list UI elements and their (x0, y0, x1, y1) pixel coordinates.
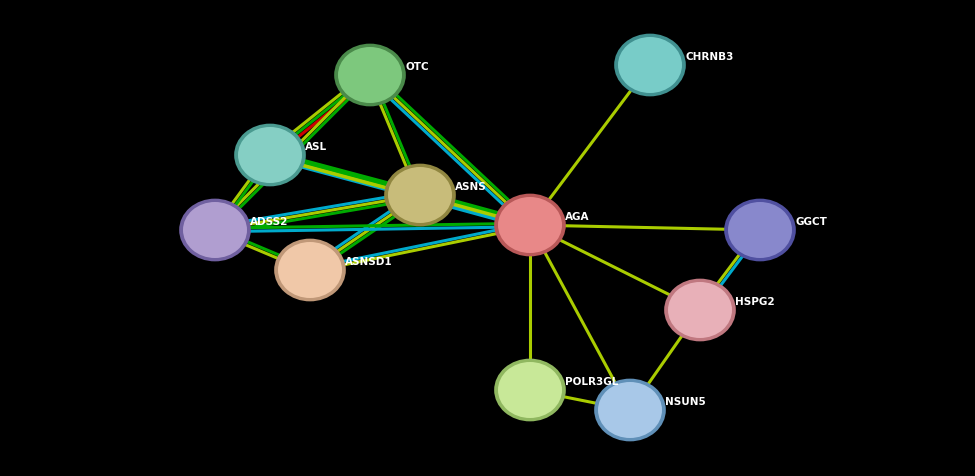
Ellipse shape (594, 378, 666, 441)
Ellipse shape (498, 362, 562, 418)
Ellipse shape (274, 238, 346, 301)
Ellipse shape (664, 278, 736, 341)
Text: GGCT: GGCT (795, 217, 827, 227)
Text: NSUN5: NSUN5 (665, 397, 706, 407)
Ellipse shape (278, 242, 342, 298)
Ellipse shape (179, 198, 251, 261)
Text: POLR3GL: POLR3GL (565, 377, 618, 387)
Ellipse shape (668, 282, 732, 338)
Ellipse shape (238, 127, 302, 183)
Text: ASL: ASL (305, 141, 328, 151)
Ellipse shape (384, 164, 456, 227)
Text: ASNS: ASNS (455, 182, 487, 192)
Text: OTC: OTC (405, 61, 429, 71)
Ellipse shape (494, 194, 566, 257)
Ellipse shape (183, 202, 247, 258)
Ellipse shape (498, 197, 562, 253)
Ellipse shape (618, 37, 682, 93)
Ellipse shape (494, 358, 566, 421)
Ellipse shape (388, 167, 452, 223)
Ellipse shape (338, 47, 402, 103)
Ellipse shape (334, 44, 406, 106)
Ellipse shape (598, 382, 662, 438)
Text: ADSS2: ADSS2 (250, 217, 289, 227)
Ellipse shape (234, 124, 306, 187)
Text: HSPG2: HSPG2 (735, 297, 774, 307)
Text: CHRNB3: CHRNB3 (685, 51, 733, 61)
Ellipse shape (724, 198, 796, 261)
Text: AGA: AGA (565, 212, 590, 222)
Text: ASNSD1: ASNSD1 (345, 257, 393, 267)
Ellipse shape (614, 34, 685, 96)
Ellipse shape (728, 202, 792, 258)
